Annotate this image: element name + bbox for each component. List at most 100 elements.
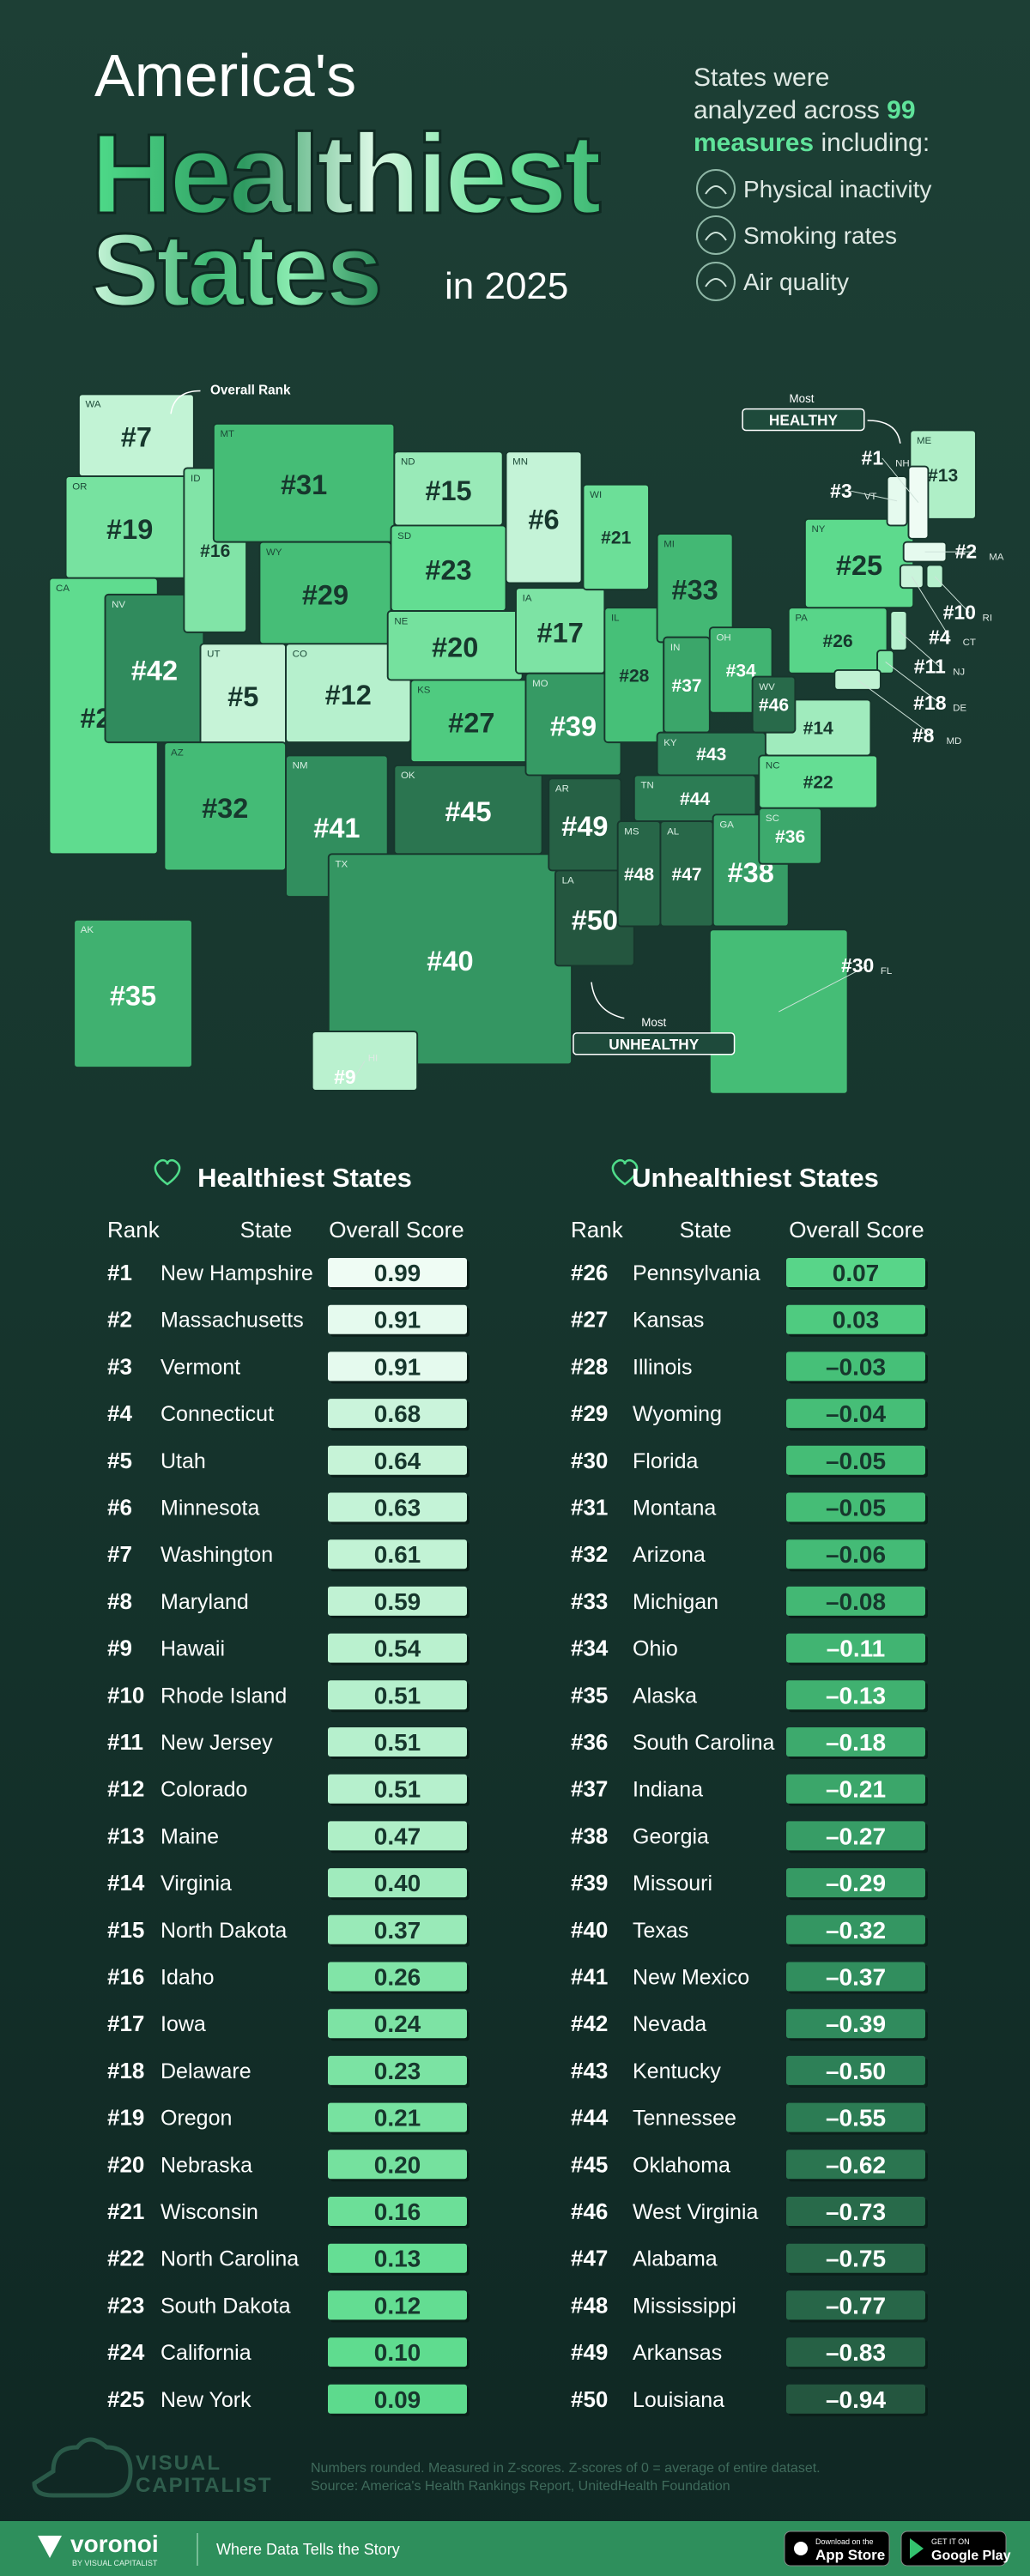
state-name: Massachusetts bbox=[161, 1309, 304, 1333]
score-value: 0.61 bbox=[374, 1541, 421, 1568]
rank: #23 bbox=[107, 2292, 144, 2318]
score-box bbox=[328, 2009, 467, 2039]
state-abbr: ME bbox=[917, 436, 932, 446]
score-box bbox=[786, 1304, 925, 1334]
rank: #10 bbox=[107, 1682, 144, 1708]
state-abbr: NV bbox=[112, 600, 125, 610]
score-value: –0.39 bbox=[826, 2011, 886, 2037]
score-box bbox=[786, 2290, 925, 2320]
source: Source: America's Health Rankings Report… bbox=[311, 2479, 730, 2494]
state-abbr: NC bbox=[766, 761, 780, 771]
state-shape bbox=[505, 450, 583, 584]
rank: #20 bbox=[107, 2151, 144, 2177]
score-box bbox=[786, 1914, 925, 1944]
score-value: –0.06 bbox=[826, 1541, 886, 1568]
state-name: Wisconsin bbox=[161, 2200, 258, 2224]
app-store-button[interactable] bbox=[784, 2531, 890, 2567]
state-rank: #35 bbox=[110, 980, 156, 1011]
rank: #30 bbox=[571, 1448, 608, 1473]
state-rank: #43 bbox=[696, 745, 726, 765]
score-box bbox=[786, 1351, 925, 1382]
state-rank: #14 bbox=[803, 719, 833, 739]
state-name: Florida bbox=[633, 1449, 699, 1473]
title-year: in 2025 bbox=[445, 265, 568, 307]
state-abbr: AZ bbox=[171, 747, 184, 758]
state-rank: #12 bbox=[325, 680, 372, 711]
state-name: Alaska bbox=[633, 1684, 697, 1708]
rank: #11 bbox=[107, 1729, 143, 1755]
state-rank: #27 bbox=[448, 708, 494, 739]
state-abbr: TX bbox=[335, 860, 348, 870]
callout-arrow bbox=[591, 982, 625, 1019]
us-map: WA#7OR#19CA#24NV#42ID#16MT#31WY#29UT#5CO… bbox=[48, 383, 1004, 1095]
rank: #37 bbox=[571, 1776, 608, 1802]
state-name: Montana bbox=[633, 1497, 716, 1521]
callout: Overall Rank bbox=[210, 383, 291, 397]
state-abbr: CO bbox=[293, 650, 307, 660]
state-name: Utah bbox=[161, 1449, 206, 1473]
leader-line bbox=[898, 630, 941, 668]
apple-icon bbox=[794, 2542, 808, 2555]
rank: #44 bbox=[571, 2105, 609, 2131]
state-abbr: IL bbox=[611, 613, 620, 623]
score-box bbox=[786, 1492, 925, 1522]
state-rank: #13 bbox=[928, 466, 958, 486]
state-abbr: CA bbox=[56, 584, 70, 594]
score-box bbox=[328, 2290, 467, 2320]
leader-line bbox=[851, 490, 898, 502]
rank: #17 bbox=[107, 2011, 144, 2036]
state-rank: #7 bbox=[121, 422, 152, 453]
state-abbr: OK bbox=[401, 771, 415, 781]
score-value: 0.07 bbox=[833, 1260, 880, 1286]
state-name: Idaho bbox=[161, 1966, 215, 1990]
measure-label: Air quality bbox=[743, 269, 849, 295]
state-name: Pennsylvania bbox=[633, 1261, 760, 1285]
rank: #13 bbox=[107, 1823, 144, 1848]
heart-icon bbox=[154, 1158, 181, 1186]
rank: #16 bbox=[107, 1964, 144, 1990]
score-box bbox=[328, 2384, 467, 2414]
state-rank: #11 bbox=[914, 656, 946, 678]
state-abbr: DE bbox=[953, 704, 966, 714]
state-rank: #49 bbox=[561, 811, 608, 842]
state-name: West Virginia bbox=[633, 2200, 758, 2224]
column-header: State bbox=[680, 1217, 732, 1243]
measure-icon bbox=[696, 215, 736, 255]
state-name: Indiana bbox=[633, 1778, 703, 1802]
state-name: Arizona bbox=[633, 1543, 706, 1567]
rank: #34 bbox=[571, 1636, 609, 1661]
score-box bbox=[328, 1774, 467, 1804]
callout-box bbox=[742, 408, 865, 432]
state-shape bbox=[582, 483, 650, 591]
state-rank: #6 bbox=[528, 504, 559, 535]
state-rank: #31 bbox=[281, 469, 327, 500]
measures-list: Physical inactivity Smoking rates Air qual… bbox=[696, 169, 931, 301]
score-box bbox=[786, 2009, 925, 2039]
state-rank: #47 bbox=[671, 865, 701, 885]
footnote: Numbers rounded. Measured in Z-scores. Z… bbox=[311, 2461, 821, 2476]
leader-line bbox=[857, 680, 934, 736]
state-name: New Jersey bbox=[161, 1731, 273, 1755]
measure-label: Physical inactivity bbox=[743, 176, 931, 203]
rank: #14 bbox=[107, 1870, 145, 1896]
score-box bbox=[786, 2337, 925, 2367]
state-abbr: ND bbox=[401, 457, 415, 468]
state-name: Maryland bbox=[161, 1590, 249, 1614]
column-header: State bbox=[240, 1217, 293, 1243]
state-name: Colorado bbox=[161, 1778, 247, 1802]
state-abbr: WA bbox=[86, 400, 101, 410]
measure-icon bbox=[696, 169, 736, 209]
rank: #18 bbox=[107, 2058, 144, 2083]
state-name: Missouri bbox=[633, 1872, 712, 1896]
state-name: South Dakota bbox=[161, 2294, 291, 2318]
score-value: –0.94 bbox=[826, 2386, 886, 2413]
state-abbr: NJ bbox=[953, 668, 965, 678]
score-value: 0.16 bbox=[374, 2198, 421, 2225]
state-abbr: MA bbox=[989, 553, 1004, 563]
column-header: Rank bbox=[571, 1217, 624, 1243]
leader-line bbox=[934, 576, 970, 614]
score-value: –0.18 bbox=[826, 1729, 886, 1756]
score-value: –0.11 bbox=[827, 1636, 886, 1662]
state-rank: #5 bbox=[227, 681, 258, 712]
google-play-button[interactable] bbox=[900, 2531, 1007, 2567]
